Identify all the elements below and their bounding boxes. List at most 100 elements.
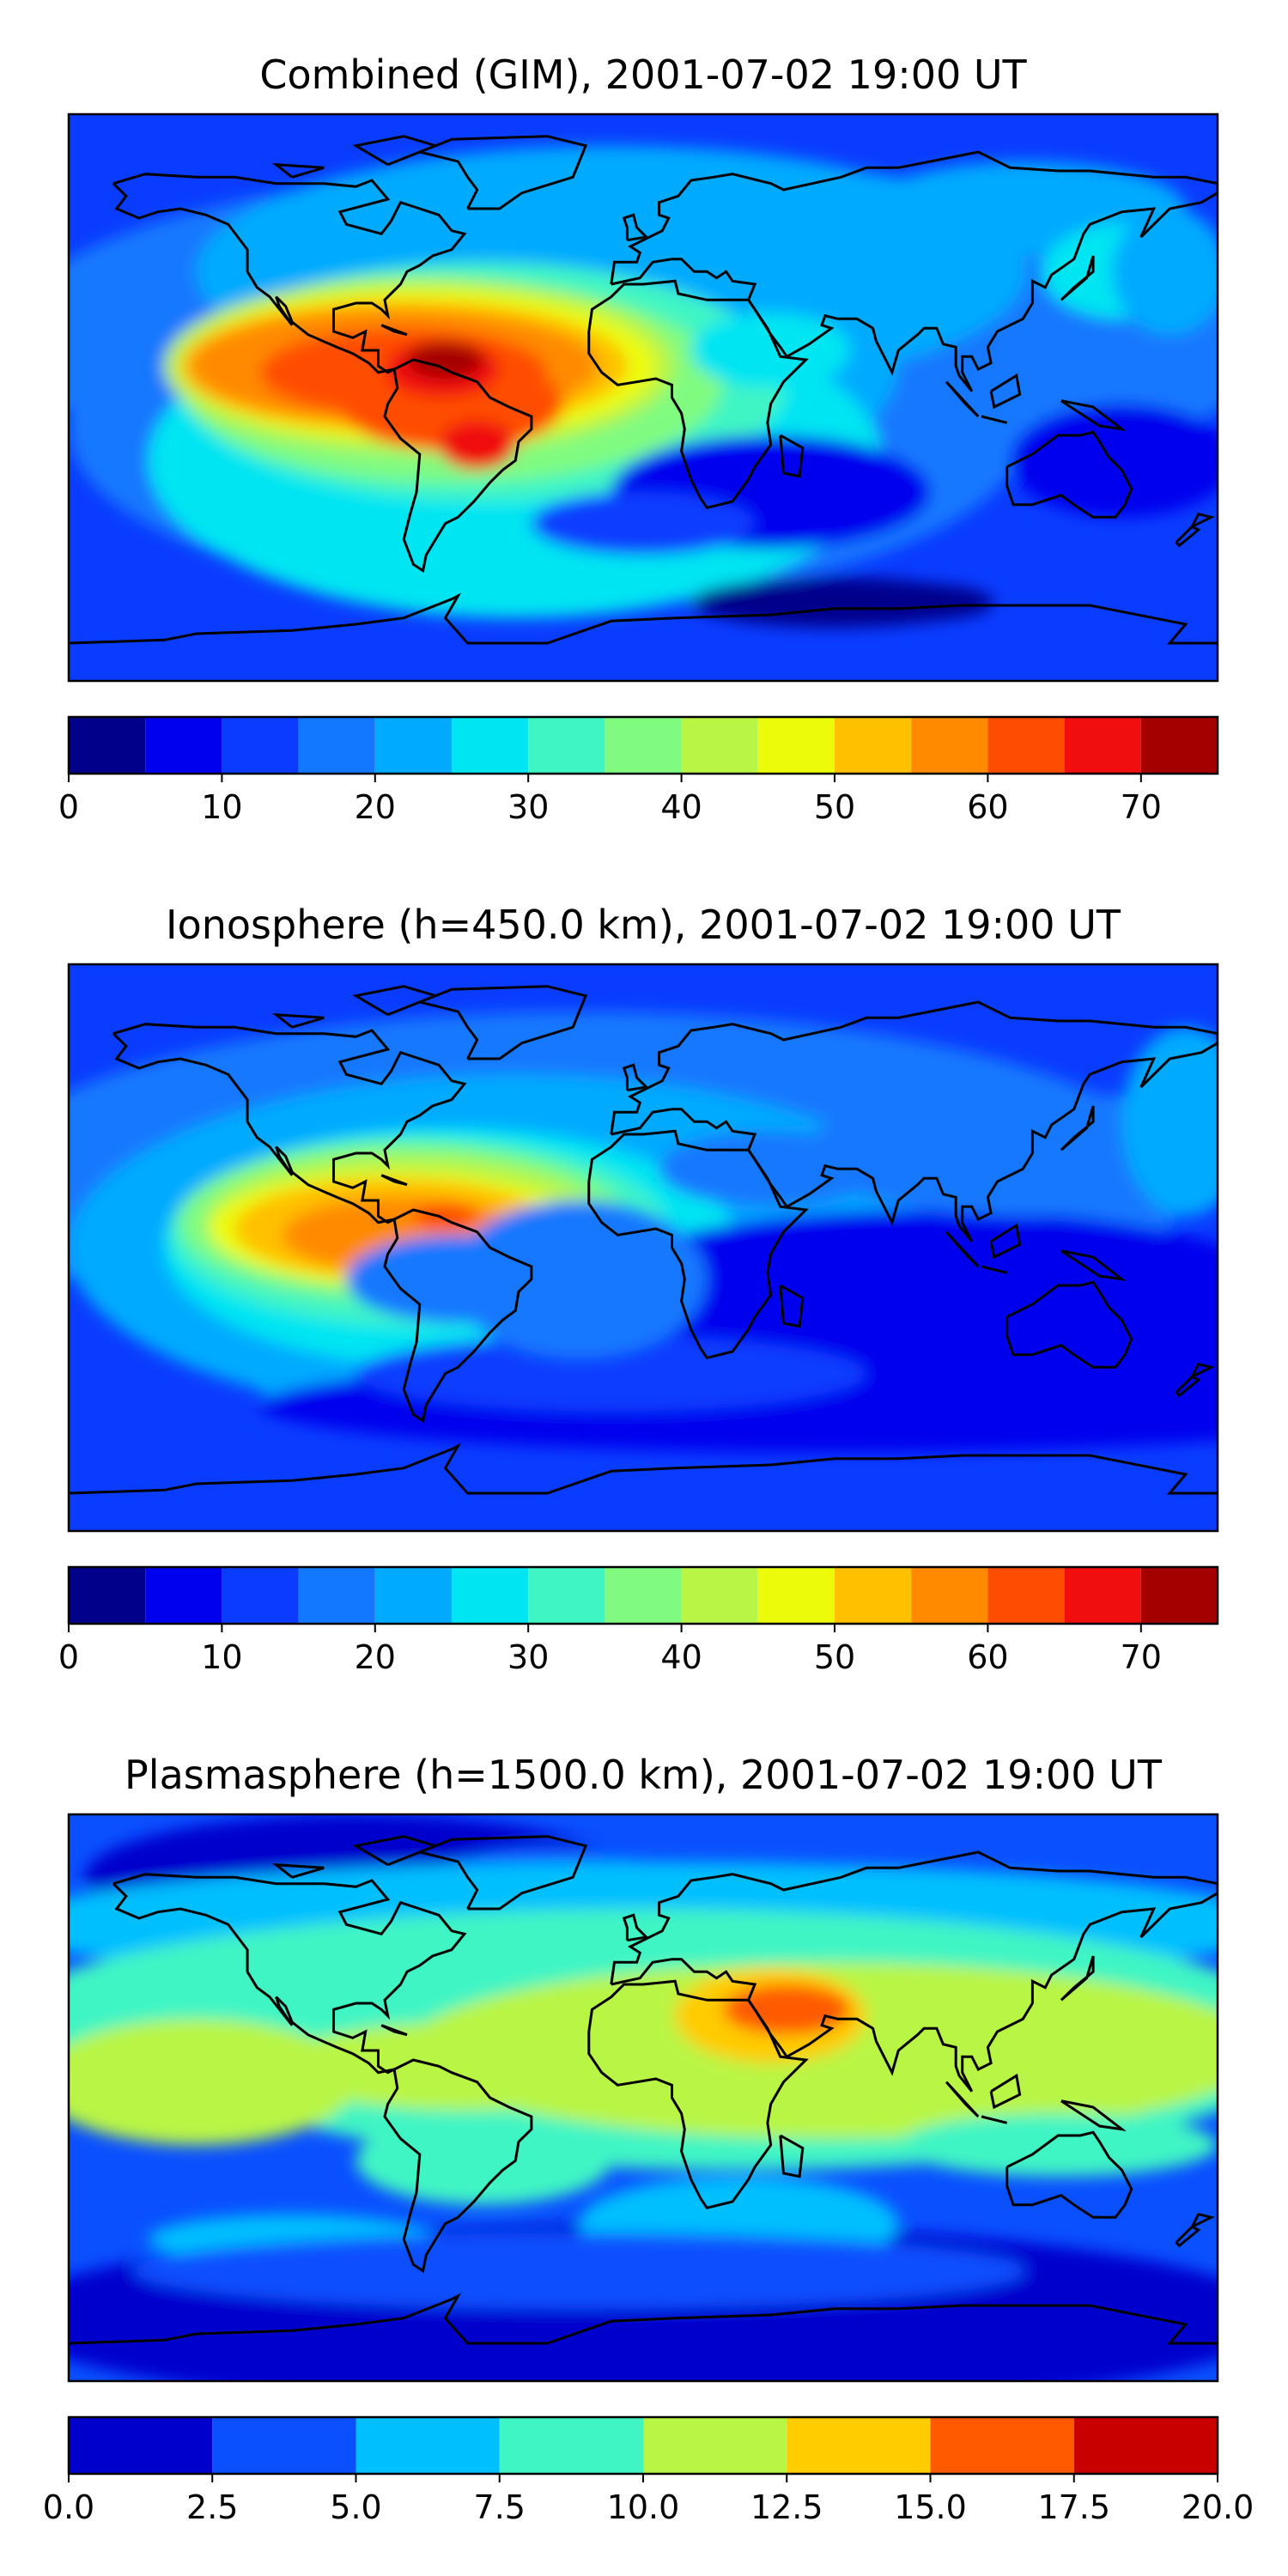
colorbar-segment — [930, 2417, 1074, 2474]
colorbar-segment — [452, 1567, 529, 1624]
colorbar-segment — [1064, 717, 1141, 774]
colorbar-tick-label: 30 — [507, 788, 549, 826]
coastline — [1005, 430, 1133, 519]
coastline — [112, 1873, 467, 2075]
coastline — [380, 324, 408, 337]
colorbar-segment — [374, 717, 452, 774]
coastline — [945, 380, 980, 418]
coastline — [1175, 2225, 1201, 2248]
colorbar-segment — [298, 717, 375, 774]
colorbar-tick-label: 2.5 — [186, 2488, 238, 2526]
coastline — [587, 279, 809, 510]
colorbar-segment — [374, 1567, 452, 1624]
coastline — [1190, 2212, 1215, 2228]
coastline — [610, 150, 1218, 392]
colorbar-segment — [145, 717, 222, 774]
colorbar-segment — [69, 1567, 146, 1624]
colorbar-tick-label: 10.0 — [607, 2488, 680, 2526]
colorbar-segment — [355, 2417, 500, 2474]
colorbar-tick-label: 17.5 — [1037, 2488, 1110, 2526]
coastline — [112, 173, 467, 374]
colorbar-tick-label: 70 — [1121, 1638, 1162, 1676]
coastline — [1060, 255, 1095, 301]
coastline — [271, 1862, 325, 1879]
coastline — [610, 1850, 1218, 2093]
colorbar-tick-label: 0.0 — [43, 2488, 94, 2526]
colorbar-segment — [69, 2417, 213, 2474]
coastline — [1060, 1955, 1095, 2002]
colorbar-tick-label: 0 — [58, 788, 79, 826]
colorbar-segment — [605, 717, 682, 774]
coastline — [1175, 525, 1201, 548]
colorbar-tick-label: 20 — [355, 788, 396, 826]
colorbar-segment — [757, 1567, 835, 1624]
colorbar-segment — [787, 2417, 931, 2474]
colorbar-tick-label: 15.0 — [894, 2488, 967, 2526]
colorbar-tick-label: 7.5 — [474, 2488, 526, 2526]
coastline — [415, 985, 588, 1060]
coastline — [380, 2024, 408, 2037]
colorbar-segment — [69, 717, 146, 774]
coastlines-combined — [69, 135, 1218, 645]
coastline — [945, 2081, 980, 2118]
colorbar-segment — [835, 1567, 912, 1624]
map-plasmasphere — [69, 1814, 1218, 2381]
coastline — [1175, 1375, 1201, 1398]
colorbar-tick-label: 0 — [58, 1638, 79, 1676]
panel-plasmasphere: Plasmasphere (h=1500.0 km), 2001-07-02 1… — [43, 1752, 1255, 2526]
coastline — [352, 1835, 440, 1867]
coastline — [383, 358, 533, 574]
coastline — [383, 1208, 533, 1424]
coastline — [1005, 1280, 1133, 1369]
panel-title-ionosphere: Ionosphere (h=450.0 km), 2001-07-02 19:0… — [166, 902, 1121, 948]
coastline — [271, 162, 325, 179]
colorbar-frame — [67, 1565, 1219, 1625]
tec-contour — [413, 1203, 477, 1230]
coastline — [989, 1223, 1022, 1260]
colorbar-segment — [222, 1567, 299, 1624]
coastline — [779, 1284, 805, 1328]
coastline — [69, 592, 1218, 645]
tec-contour — [452, 1200, 708, 1358]
coastline — [69, 1443, 1218, 1495]
tec-contour — [898, 2113, 1218, 2177]
tec-field-ionosphere — [69, 964, 1218, 1531]
colorbar-frame — [67, 715, 1219, 775]
tec-contour — [69, 2019, 356, 2145]
coastline — [622, 1913, 649, 1942]
colorbar-tick-label: 40 — [660, 1638, 702, 1676]
coastline — [622, 213, 649, 242]
colorbar-segment — [605, 1567, 682, 1624]
colorbar-segment — [1073, 2417, 1218, 2474]
tec-contour — [531, 492, 756, 556]
colorbar-segment — [987, 717, 1065, 774]
tec-field-plasmasphere — [69, 1814, 1218, 2381]
coastline — [779, 2134, 805, 2178]
colorbar-segment — [528, 1567, 605, 1624]
panel-title-combined: Combined (GIM), 2001-07-02 19:00 UT — [259, 52, 1027, 98]
colorbar-segment — [1140, 717, 1218, 774]
colorbar-segment — [681, 717, 758, 774]
colorbar-segment — [452, 717, 529, 774]
colorbar-tick-label: 12.5 — [750, 2488, 823, 2526]
coastline — [1005, 2130, 1133, 2219]
colorbar-tick-label: 10 — [201, 788, 242, 826]
tec-contour — [1112, 209, 1218, 335]
coastline — [383, 2058, 533, 2274]
colorbar-ionosphere: 0 10 20 30 40 50 60 70 — [58, 1565, 1219, 1676]
panel-combined: Combined (GIM), 2001-07-02 19:00 UT 0 10 2… — [58, 52, 1219, 826]
coastline — [1060, 1249, 1127, 1281]
colorbar-tick-label: 50 — [814, 788, 855, 826]
tec-field-combined — [69, 114, 1218, 681]
colorbar-segment — [643, 2417, 787, 2474]
coastline — [989, 373, 1022, 410]
colorbar-tick-label: 10 — [201, 1638, 242, 1676]
colorbar-segment — [911, 717, 988, 774]
colorbar-segment — [528, 717, 605, 774]
coastline — [380, 1174, 408, 1187]
tec-contour — [132, 2233, 1026, 2309]
colorbar-segment — [212, 2417, 356, 2474]
coastline — [1060, 2099, 1127, 2131]
coastline — [610, 1000, 1218, 1242]
